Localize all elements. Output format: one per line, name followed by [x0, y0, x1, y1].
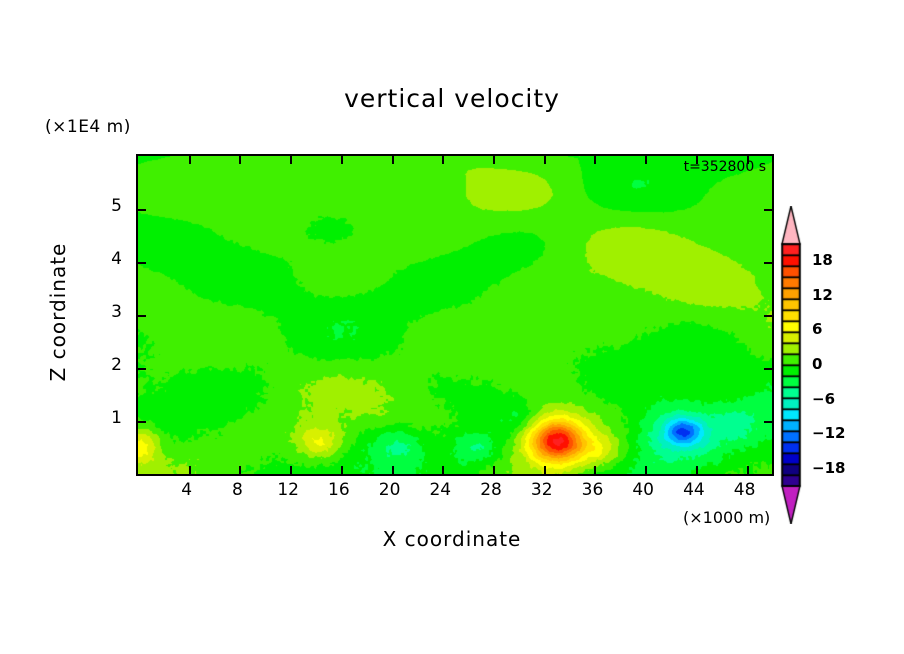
x-tick-label-28: 28: [480, 480, 502, 500]
colorbar-label-0: 0: [812, 355, 823, 373]
x-tick-label-16: 16: [328, 480, 350, 500]
x-tick-36: [594, 155, 597, 164]
x-tick-label-8: 8: [232, 480, 243, 500]
x-tick-44: [695, 155, 698, 164]
colorbar-gradient: [778, 206, 804, 524]
time-stamp-label: t=352800 s: [683, 159, 766, 175]
colorbar-label-neg6: −6: [812, 389, 836, 408]
y-tick-3: [137, 315, 146, 317]
x-tick-label-32: 32: [530, 480, 553, 500]
x-tick-4: [188, 155, 191, 164]
x-axis-unit-label: (×1000 m): [683, 508, 771, 527]
x-tick-12: [290, 155, 293, 164]
x-tick-label-36: 36: [581, 480, 604, 500]
x-tick-44: [695, 466, 698, 475]
y-tick-label-3: 3: [111, 302, 122, 322]
x-tick-28: [493, 466, 496, 475]
y-tick-2: [137, 368, 146, 370]
y-tick-5: [137, 209, 146, 211]
x-tick-12: [290, 466, 293, 475]
x-tick-32: [543, 466, 546, 475]
x-tick-40: [645, 466, 648, 475]
x-tick-label-4: 4: [181, 480, 193, 500]
x-tick-36: [594, 466, 597, 475]
y-tick-label-4: 4: [111, 249, 122, 269]
x-tick-40: [645, 155, 648, 164]
y-tick-5: [764, 209, 773, 211]
y-tick-label-1: 1: [111, 408, 122, 428]
x-tick-label-40: 40: [632, 480, 654, 500]
x-tick-28: [493, 155, 496, 164]
colorbar-label-18: 18: [812, 251, 833, 270]
y-axis-label: Z coordinate: [46, 242, 70, 382]
page-title: vertical velocity: [344, 84, 560, 113]
x-tick-20: [391, 466, 394, 475]
y-tick-label-2: 2: [111, 355, 122, 375]
x-tick-label-12: 12: [277, 480, 299, 500]
y-tick-4: [137, 262, 146, 264]
x-tick-label-48: 48: [733, 480, 756, 500]
y-tick-1: [137, 421, 146, 423]
plot-area: t=352800 s: [136, 154, 774, 476]
x-tick-24: [442, 466, 445, 475]
colorbar: [778, 206, 804, 524]
x-tick-20: [391, 155, 394, 164]
colorbar-label-neg18: −18: [812, 458, 846, 477]
y-tick-label-5: 5: [111, 196, 122, 216]
x-tick-16: [340, 466, 343, 475]
x-axis-label: X coordinate: [382, 527, 522, 551]
x-tick-8: [239, 466, 242, 475]
x-tick-16: [340, 155, 343, 164]
colorbar-label-12: 12: [812, 285, 833, 304]
y-tick-3: [764, 315, 773, 317]
x-tick-24: [442, 155, 445, 164]
x-tick-48: [746, 155, 749, 164]
x-tick-label-44: 44: [683, 480, 705, 500]
colorbar-label-neg12: −12: [812, 424, 846, 443]
x-tick-32: [543, 155, 546, 164]
x-tick-4: [188, 466, 191, 475]
colorbar-label-6: 6: [812, 320, 823, 339]
y-tick-2: [764, 368, 773, 370]
y-tick-1: [764, 421, 773, 423]
vertical-velocity-contour-field: [138, 156, 772, 474]
x-tick-label-20: 20: [378, 480, 401, 500]
x-tick-label-24: 24: [429, 480, 452, 500]
y-axis-unit-label: (×1E4 m): [45, 117, 131, 137]
x-tick-8: [239, 155, 242, 164]
x-tick-48: [746, 466, 749, 475]
y-tick-4: [764, 262, 773, 264]
